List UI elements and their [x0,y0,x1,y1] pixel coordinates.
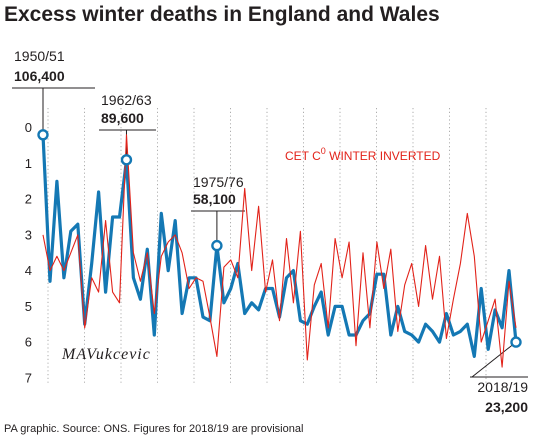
y-tick-label: 2 [25,192,32,207]
y-tick-label: 1 [25,156,32,171]
red-series-label: CET C0 WINTER INVERTED [285,146,441,163]
y-tick-label: 6 [25,335,32,350]
annotation-value: 89,600 [101,110,144,126]
red-series-label-sup: 0 [321,146,326,156]
y-tick-label: 0 [25,120,32,135]
annotation-value: 58,100 [193,191,236,207]
y-tick-label: 7 [25,370,32,385]
signature: MAVukcevic [61,346,151,363]
y-tick-label: 4 [25,263,32,278]
temperature-series-line [42,134,517,368]
annotation-markers [37,129,522,348]
annotation-marker [37,129,49,141]
annotations: 1950/51 106,400 1962/63 89,600 1975/7658,100… [14,48,528,415]
annotation-leaders [12,87,528,378]
red-series-label-main: CET C [285,149,321,163]
annotation-marker [120,154,133,166]
annotation-value: 106,400 [14,68,65,84]
annotation-season: 2018/19 [477,379,528,395]
annotation-marker [510,336,522,348]
y-axis: 0 1 2 3 4 5 6 7 [25,120,32,385]
y-tick-label: 3 [25,227,32,242]
annotation-leader [471,341,517,378]
annotation-season: 1975/76 [193,174,244,190]
annotation-season: 1962/63 [101,92,152,108]
annotation-marker [211,239,223,252]
series-layer [41,133,518,368]
annotation-value: 23,200 [485,399,528,415]
grid [47,108,487,385]
y-tick-label: 5 [25,299,32,314]
annotation-season: 1950/51 [14,48,65,64]
source-note: PA graphic. Source: ONS. Figures for 201… [4,423,303,435]
chart-title: Excess winter deaths in England and Wale… [4,3,440,26]
red-series-label-rest: WINTER INVERTED [326,149,441,163]
